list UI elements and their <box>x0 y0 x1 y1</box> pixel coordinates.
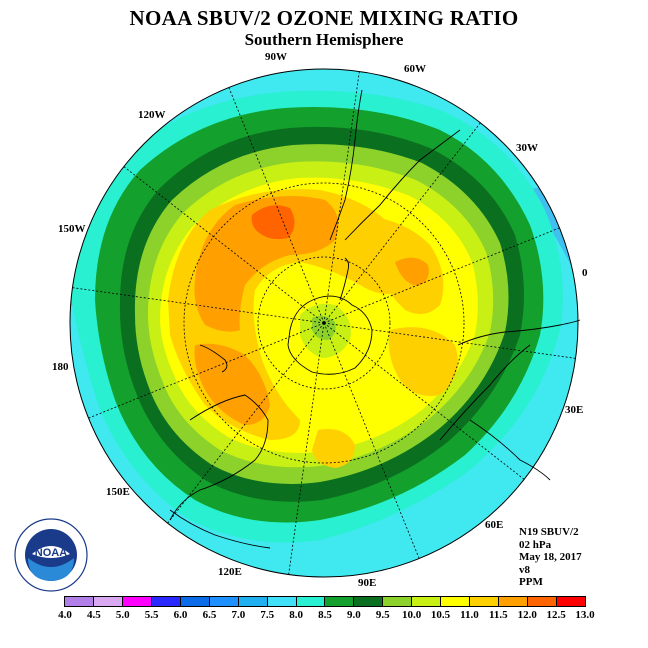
south-america-west-coast <box>329 89 363 241</box>
colorbar-segment <box>296 597 326 606</box>
lon-label-60e: 60E <box>485 519 504 531</box>
orange-region-ne <box>395 257 429 286</box>
lon-label-90e: 90E <box>358 577 377 589</box>
south-america-east-coast <box>344 129 461 241</box>
satellite-label: N19 SBUV/2 <box>519 526 579 538</box>
colorbar-segment <box>325 597 355 606</box>
new-zealand-coast <box>199 344 228 373</box>
noaa-logo: NOAA <box>14 518 88 592</box>
colorbar-segment <box>180 597 210 606</box>
lon-label-120e: 120E <box>218 566 242 578</box>
colorbar-segment <box>528 597 557 606</box>
colorbar-ticks: 4.0 4.5 5.0 5.5 6.0 6.5 7.0 7.5 8.0 8.5 9.0 9.5 10.0… <box>0 609 648 623</box>
map-border <box>69 68 579 578</box>
colorbar-tick-label: 4.5 <box>87 609 101 621</box>
light-orange-region-e <box>388 327 458 396</box>
graticule <box>72 71 576 575</box>
lon-label-60w: 60W <box>404 63 426 75</box>
lon-label-30w: 30W <box>516 142 538 154</box>
southern-africa-coast <box>439 344 531 441</box>
coastlines <box>169 89 581 549</box>
date-label: May 18, 2017 <box>519 551 582 563</box>
colorbar-segment <box>151 597 181 606</box>
polar-green-patch <box>312 315 336 340</box>
antarctica-coast <box>287 295 373 375</box>
light-orange-region-s <box>312 429 355 468</box>
lon-label-0: 0 <box>582 267 588 279</box>
indonesia-coast <box>169 509 271 549</box>
colorbar-segment <box>383 597 413 606</box>
australia-coast <box>169 394 269 521</box>
colorbar-tick-label: 12.5 <box>546 609 566 621</box>
colorbar-tick-label: 12.0 <box>517 609 537 621</box>
colorbar-segment <box>412 597 442 606</box>
pressure-level-label: 02 hPa <box>519 538 552 551</box>
lon-label-180: 180 <box>52 361 69 373</box>
colorbar-tick-label: 10.5 <box>430 609 451 621</box>
map-title: NOAA SBUV/2 OZONE MIXING RATIO <box>129 6 519 30</box>
lon-label-120w: 120W <box>138 109 166 121</box>
colorbar-segment <box>65 597 94 606</box>
colorbar-segment <box>441 597 471 606</box>
colorbar-tick-label: 4.0 <box>58 609 72 621</box>
colorbar-tick-label: 9.0 <box>347 609 361 621</box>
units-label: PPM <box>519 576 543 588</box>
colorbar <box>64 596 586 607</box>
lon-label-150e: 150E <box>106 486 130 498</box>
colorbar-tick-label: 6.0 <box>173 609 188 621</box>
colorbar-segment <box>238 597 268 606</box>
map-subtitle: Southern Hemisphere <box>244 30 404 49</box>
lon-label-150w: 150W <box>58 223 86 235</box>
version-label: v8 <box>519 563 530 576</box>
colorbar-tick-label: 13.0 <box>575 609 595 621</box>
madagascar-region-coast <box>469 419 551 481</box>
ozone-field <box>70 69 578 577</box>
colorbar-tick-label: 11.5 <box>489 609 508 621</box>
antarctic-peninsula <box>339 257 350 301</box>
colorbar-tick-label: 6.5 <box>202 609 217 621</box>
colorbar-tick-label: 8.0 <box>289 609 303 621</box>
africa-coast <box>457 319 581 346</box>
lon-label-30e: 30E <box>565 404 584 416</box>
colorbar-tick-label: 5.0 <box>115 609 130 621</box>
colorbar-tick-label: 7.0 <box>231 609 246 621</box>
colorbar-tick-label: 11.0 <box>460 609 479 621</box>
info-block: N19 SBUV/2 02 hPa May 18, 2017 v8 PPM <box>519 526 582 589</box>
colorbar-segment <box>93 597 123 606</box>
colorbar-tick-label: 8.5 <box>318 609 332 621</box>
colorbar-segment <box>122 597 152 606</box>
logo-text: NOAA <box>35 547 67 559</box>
red-orange-spot <box>251 205 295 240</box>
orange-region-nw <box>194 196 339 332</box>
colorbar-tick-label: 5.5 <box>144 609 159 621</box>
latitude-circle-inner <box>257 256 391 390</box>
colorbar-tick-label: 9.5 <box>375 609 390 621</box>
colorbar-segment <box>354 597 384 606</box>
colorbar-segment <box>267 597 297 606</box>
orange-region-w <box>194 343 270 425</box>
latitude-circle-middle <box>183 182 465 464</box>
colorbar-tick-label: 7.5 <box>260 609 275 621</box>
colorbar-segment <box>556 597 585 606</box>
colorbar-tick-label: 10.0 <box>402 609 422 621</box>
lon-label-90w: 90W <box>265 51 287 63</box>
colorbar-segment <box>499 597 528 606</box>
colorbar-segment <box>209 597 239 606</box>
colorbar-segment <box>470 597 500 606</box>
